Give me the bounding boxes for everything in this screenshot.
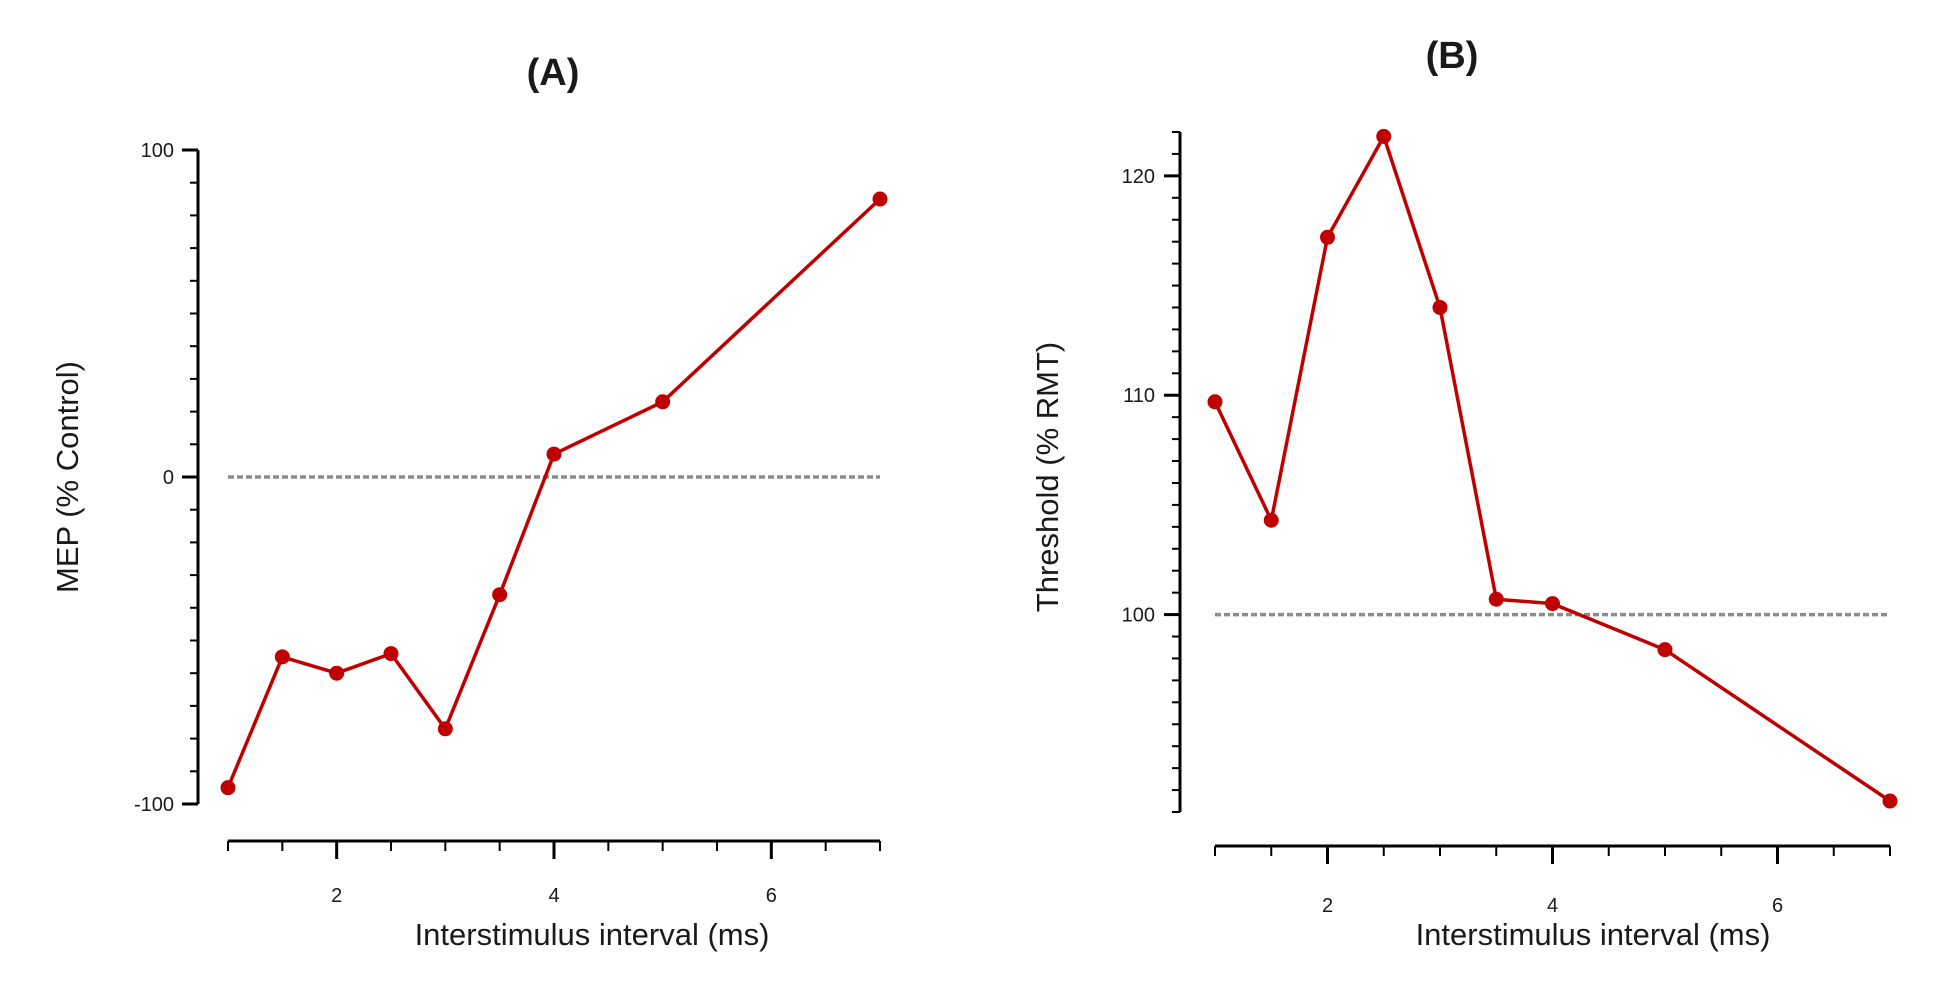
data-point <box>1545 596 1560 612</box>
series-line <box>1213 134 1891 803</box>
y-axis-title: MEP (% Control) <box>50 361 85 593</box>
x-tick-label: 6 <box>766 885 777 907</box>
data-point <box>1432 299 1448 315</box>
data-point <box>383 646 399 662</box>
data-point <box>1207 394 1223 410</box>
data-point <box>437 721 453 737</box>
y-tick-label: -100 <box>134 794 174 816</box>
y-tick-label: 120 <box>1122 166 1155 188</box>
data-point <box>220 780 236 796</box>
x-tick-label: 4 <box>548 885 559 907</box>
chart-panel-a: (A) -100 0 100 2 4 6 Interstimulus interval (ms… <box>50 52 888 952</box>
y-tick-label: 0 <box>163 467 174 489</box>
y-tick-label: 100 <box>141 140 174 162</box>
y-axis-title: Threshold (% RMT) <box>1030 342 1065 612</box>
data-point <box>1263 512 1279 528</box>
data-point <box>1320 229 1335 245</box>
x-tick-label: 6 <box>1772 895 1783 917</box>
y-tick-label: 100 <box>1122 605 1155 627</box>
y-tick-label: 110 <box>1123 385 1155 407</box>
data-point <box>274 649 290 665</box>
data-point <box>329 665 345 681</box>
data-point <box>655 394 671 410</box>
x-axis-title: Interstimulus interval (ms) <box>415 917 770 952</box>
x-axis-title: Interstimulus interval (ms) <box>1416 917 1771 952</box>
data-point <box>492 587 508 603</box>
x-tick-label: 4 <box>1547 895 1558 917</box>
data-point <box>546 446 562 462</box>
data-point <box>872 191 888 207</box>
x-tick-label: 2 <box>1322 895 1333 917</box>
series-line <box>226 197 882 789</box>
data-point <box>1882 793 1898 809</box>
data-point <box>1657 642 1673 658</box>
panel-label: (B) <box>1426 35 1479 77</box>
panel-label: (A) <box>527 52 580 94</box>
data-point <box>1488 591 1504 607</box>
x-tick-label: 2 <box>331 885 342 907</box>
data-point <box>1376 128 1392 144</box>
